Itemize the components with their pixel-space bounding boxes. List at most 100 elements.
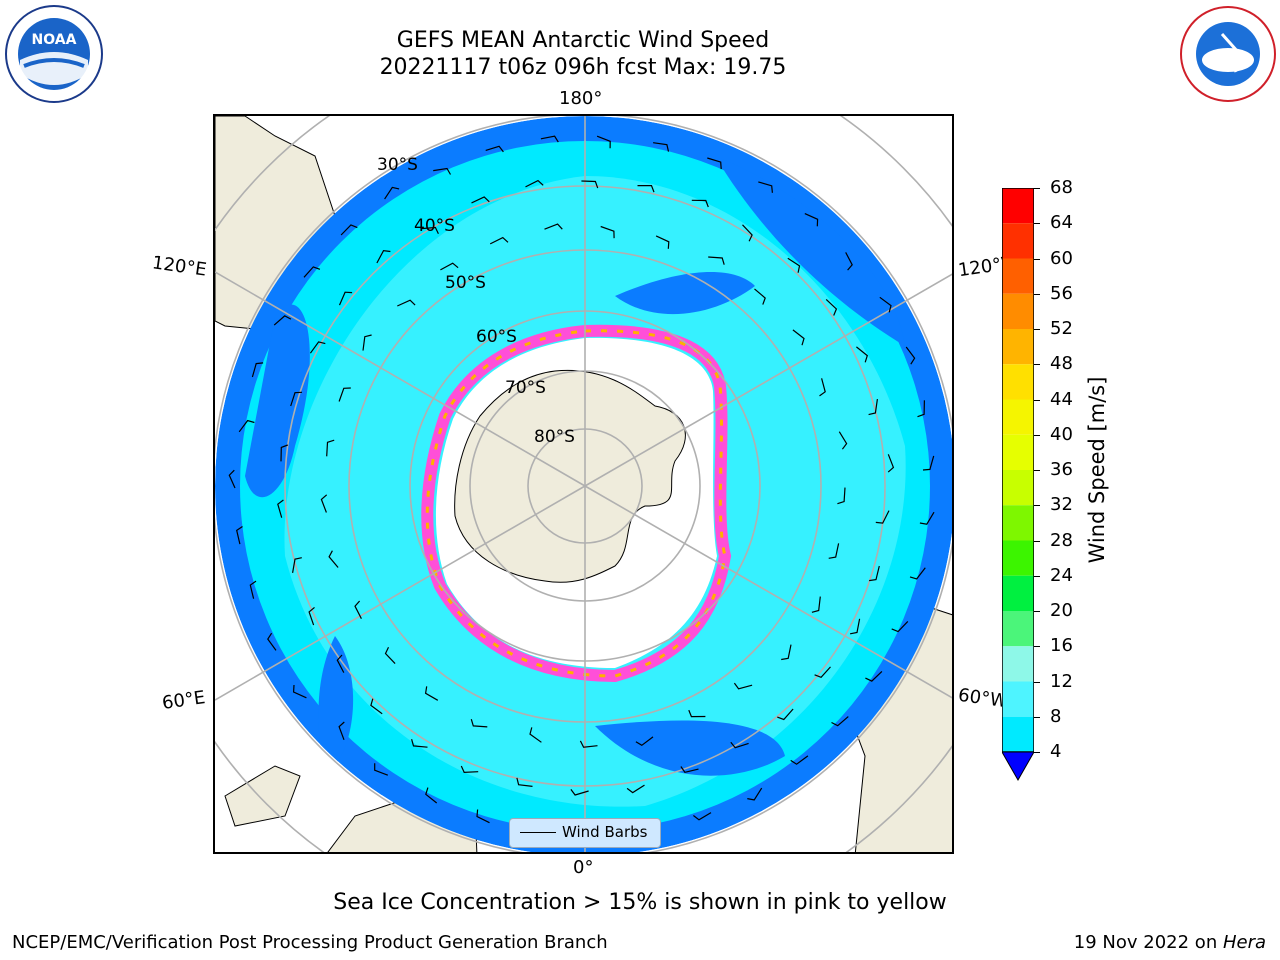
- wind-barb: [891, 620, 909, 633]
- wind-barb: [688, 709, 706, 718]
- lat-label-70s: 70°S: [505, 378, 546, 398]
- wind-barb: [309, 341, 326, 354]
- colorbar-tick-label: 48: [1050, 353, 1073, 375]
- wind-barb: [905, 346, 916, 365]
- colorbar-segment: [1002, 434, 1034, 470]
- colorbar-tick-mark: [1034, 575, 1040, 577]
- colorbar-segment: [1002, 188, 1034, 224]
- footer-credit: NCEP/EMC/Verification Post Processing Pr…: [12, 932, 608, 953]
- wind-barb: [581, 180, 599, 189]
- wind-barb: [570, 789, 589, 796]
- wind-barb: [529, 727, 542, 743]
- wind-barb: [804, 213, 819, 227]
- colorbar-segment: [1002, 611, 1034, 647]
- wind-barb: [292, 684, 307, 699]
- wind-barb: [471, 196, 490, 204]
- lat-label-50s: 50°S: [445, 273, 486, 293]
- wind-barb: [362, 334, 372, 351]
- sea-ice-note: Sea Ice Concentration > 15% is shown in …: [333, 890, 947, 915]
- wind-barb: [579, 740, 598, 748]
- wind-barb: [397, 299, 416, 307]
- footer-machine: Hera: [1222, 932, 1266, 953]
- lat-label-40s: 40°S: [414, 216, 455, 236]
- svg-text:NOAA: NOAA: [32, 32, 77, 48]
- wind-barb: [707, 157, 722, 170]
- wind-barb: [421, 226, 439, 235]
- wind-barb: [655, 235, 670, 249]
- wind-barb: [290, 391, 303, 407]
- colorbar-segment: [1002, 505, 1034, 541]
- wind-barb: [917, 400, 925, 418]
- colorbar-segment: [1002, 470, 1034, 506]
- wind-barb-legend-line: [520, 832, 556, 833]
- colorbar-segment: [1002, 223, 1034, 259]
- polar-map: 30°S 40°S 50°S 60°S 70°S 80°S: [213, 114, 954, 854]
- wind-barb: [856, 346, 868, 363]
- colorbar-tick-mark: [1034, 434, 1040, 436]
- wind-barb: [837, 487, 846, 505]
- wind-barb: [292, 557, 302, 574]
- colorbar-tick-label: 20: [1050, 600, 1073, 621]
- wind-barb: [338, 291, 353, 306]
- wind-barb: [811, 596, 821, 613]
- wind-barb: [251, 362, 264, 378]
- wind-barbs-legend: Wind Barbs: [509, 818, 661, 848]
- colorbar-tick-mark: [1034, 716, 1040, 718]
- wind-barb: [280, 444, 289, 462]
- colorbar: [1001, 187, 1035, 782]
- colorbar-tick-label: 52: [1050, 318, 1073, 339]
- wind-barb: [384, 646, 396, 665]
- wind-barb: [865, 670, 883, 682]
- colorbar-segment: [1002, 540, 1034, 576]
- wind-barb: [376, 250, 391, 264]
- sea-ice-ring-yellow: [425, 329, 727, 678]
- lat-label-80s: 80°S: [534, 427, 575, 447]
- colorbar-tick-label: 60: [1050, 247, 1073, 269]
- footer-date: 19 Nov 2022 on Hera: [1074, 932, 1266, 953]
- wind-barb: [792, 329, 805, 346]
- colorbar-tick-mark: [1034, 399, 1040, 401]
- wind-barb: [742, 224, 753, 242]
- wind-barb: [691, 199, 709, 208]
- colorbar-tick-label: 40: [1050, 423, 1073, 445]
- polar-map-svg: 30°S 40°S 50°S 60°S 70°S 80°S: [215, 116, 952, 852]
- wind-barb: [790, 755, 809, 765]
- wind-barb: [626, 784, 645, 794]
- wind-barb: [236, 526, 243, 545]
- wind-band-dark: [615, 272, 755, 315]
- colorbar-tick-label: 28: [1050, 529, 1073, 551]
- lon-label-60e: 60°E: [160, 687, 207, 714]
- wind-barb: [747, 787, 763, 801]
- madagascar-land: [224, 765, 301, 827]
- wind-barb: [838, 431, 848, 450]
- colorbar-tick-mark: [1034, 540, 1040, 542]
- colorbar-tick-label: 16: [1050, 635, 1073, 657]
- wind-barb: [267, 632, 277, 651]
- wind-barb: [433, 167, 452, 175]
- colorbar-tick-label: 36: [1050, 459, 1073, 480]
- wind-barb: [328, 550, 339, 568]
- lat-label-60s: 60°S: [476, 327, 517, 347]
- wind-barb: [922, 455, 935, 471]
- wind-barb: [525, 179, 544, 188]
- wind-barb: [680, 766, 699, 773]
- colorbar-tick-label: 32: [1050, 494, 1073, 516]
- wind-barb: [249, 580, 257, 599]
- wind-barb: [489, 236, 509, 245]
- wind-barb: [909, 567, 926, 580]
- wind-barb: [340, 224, 358, 236]
- colorbar-tick-mark: [1034, 188, 1040, 189]
- colorbar-tick-label: 68: [1050, 177, 1073, 198]
- wind-barb: [869, 565, 880, 582]
- colorbar-segment: [1002, 399, 1034, 435]
- wind-barb: [336, 654, 345, 673]
- wind-band-dark: [318, 636, 354, 776]
- wind-barb: [887, 454, 895, 473]
- colorbar-segment: [1002, 716, 1034, 752]
- wind-barb: [730, 741, 749, 749]
- wind-barb: [868, 399, 878, 416]
- nws-logo: [1178, 4, 1278, 104]
- wind-barb: [544, 223, 563, 230]
- wind-barb: [919, 511, 935, 525]
- colorbar-tick-label: 56: [1050, 282, 1073, 304]
